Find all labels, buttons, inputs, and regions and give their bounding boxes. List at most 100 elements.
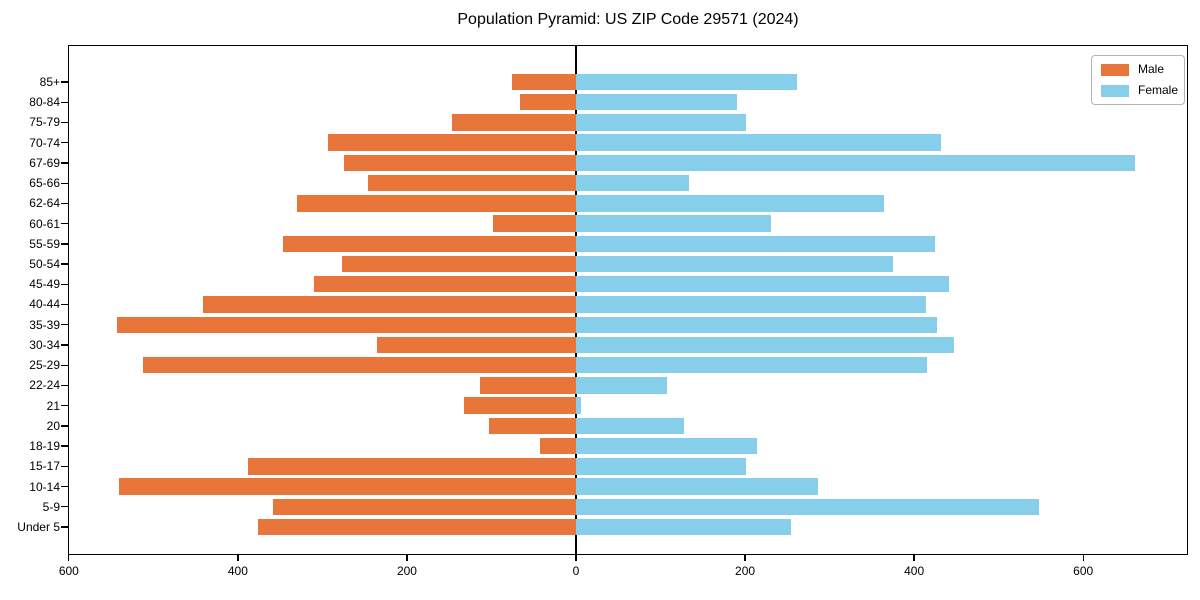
y-tick-label: 60-61 xyxy=(29,216,60,231)
y-tick-mark xyxy=(61,506,68,508)
female-bar xyxy=(576,215,772,232)
y-tick-label: 75-79 xyxy=(29,115,60,130)
x-tick-mark xyxy=(237,555,239,561)
female-bar xyxy=(576,195,884,212)
x-tick-mark xyxy=(744,555,746,561)
x-tick-label: 400 xyxy=(227,564,248,578)
y-tick-mark xyxy=(61,384,68,387)
x-tick-mark xyxy=(406,555,408,561)
x-tick-mark xyxy=(913,555,915,561)
male-bar xyxy=(341,255,576,273)
legend-entry-male: Male xyxy=(1101,63,1175,76)
y-tick-label: 30-34 xyxy=(29,337,60,352)
y-tick-mark xyxy=(61,485,68,488)
female-bar xyxy=(576,336,954,354)
male-bar xyxy=(343,154,576,172)
male-bar xyxy=(479,377,576,394)
y-tick-mark xyxy=(61,263,68,265)
female-bar xyxy=(576,518,791,536)
y-tick-label: 45-49 xyxy=(29,277,60,292)
female-bar xyxy=(576,478,818,495)
y-tick-mark xyxy=(61,465,68,467)
y-tick-mark xyxy=(61,425,68,427)
y-tick-mark xyxy=(61,445,68,447)
male-bar xyxy=(368,174,576,192)
x-tick-mark xyxy=(1082,555,1084,561)
x-tick-label: 0 xyxy=(572,564,580,578)
x-tick-label: 600 xyxy=(58,564,79,578)
y-tick-label: 40-44 xyxy=(29,297,60,312)
male-bar xyxy=(118,478,576,495)
legend-entry-female: Female xyxy=(1101,83,1179,97)
y-tick-mark xyxy=(61,303,68,306)
female-bar xyxy=(576,316,937,333)
male-bar xyxy=(258,518,576,536)
male-bar xyxy=(451,114,576,131)
y-tick-label: 50-54 xyxy=(29,257,60,272)
y-tick-label: 21 xyxy=(46,398,60,413)
female-bar xyxy=(576,235,936,252)
y-tick-mark xyxy=(61,202,68,205)
female-bar xyxy=(576,174,690,192)
y-tick-mark xyxy=(61,81,68,83)
female-bar xyxy=(576,114,746,131)
y-tick-label: 65-66 xyxy=(29,176,60,191)
y-tick-mark xyxy=(61,283,68,285)
female-bar xyxy=(576,94,737,111)
male-bar xyxy=(376,336,576,354)
y-tick-mark xyxy=(61,222,68,225)
x-tick-mark xyxy=(575,555,577,561)
male-bar xyxy=(203,296,576,313)
y-tick-label: 10-14 xyxy=(29,479,60,494)
female-bar xyxy=(576,498,1040,515)
male-bar xyxy=(539,437,576,455)
y-tick-label: 80-84 xyxy=(29,95,60,110)
male-bar xyxy=(520,94,576,111)
y-tick-label: 20 xyxy=(46,418,60,433)
male-swatch-icon xyxy=(1101,63,1129,76)
y-tick-label: 22-24 xyxy=(29,378,60,393)
y-tick-label: Under 5 xyxy=(17,519,60,534)
y-tick-label: 15-17 xyxy=(29,459,60,474)
female-bar xyxy=(576,397,582,414)
y-tick-mark xyxy=(61,324,68,326)
female-bar xyxy=(576,296,926,313)
female-bar xyxy=(576,437,757,455)
legend: Male Female xyxy=(1091,55,1185,105)
y-tick-mark xyxy=(61,405,68,407)
legend-male-label: Male xyxy=(1138,62,1165,76)
male-bar xyxy=(272,498,576,515)
y-tick-label: 35-39 xyxy=(29,317,60,332)
x-tick-label: 600 xyxy=(1073,564,1094,578)
male-bar xyxy=(327,134,576,151)
male-bar xyxy=(117,316,576,333)
y-tick-label: 18-19 xyxy=(29,439,60,454)
male-bar xyxy=(297,195,576,212)
x-tick-label: 400 xyxy=(904,564,925,578)
male-bar xyxy=(488,417,576,435)
female-swatch-icon xyxy=(1101,84,1129,97)
male-bar xyxy=(313,276,576,293)
y-tick-label: 5-9 xyxy=(42,499,60,514)
female-bar xyxy=(576,276,949,293)
male-bar xyxy=(511,73,576,91)
female-bar xyxy=(576,154,1135,172)
male-bar xyxy=(463,397,576,414)
chart-title: Population Pyramid: US ZIP Code 29571 (2… xyxy=(457,11,799,28)
male-bar xyxy=(493,215,576,232)
x-tick-label: 200 xyxy=(396,564,417,578)
y-tick-mark xyxy=(61,121,68,124)
y-tick-label: 85+ xyxy=(39,75,60,89)
y-tick-label: 55-59 xyxy=(29,236,60,251)
female-bar xyxy=(576,255,893,273)
y-tick-label: 67-69 xyxy=(29,155,60,170)
x-tick-label: 200 xyxy=(735,564,756,578)
female-bar xyxy=(576,134,942,151)
female-bar xyxy=(576,377,668,394)
female-bar xyxy=(576,458,746,475)
y-tick-label: 25-29 xyxy=(29,358,60,373)
legend-female-label: Female xyxy=(1138,83,1179,97)
female-bar xyxy=(576,73,798,91)
y-tick-mark xyxy=(61,182,68,184)
